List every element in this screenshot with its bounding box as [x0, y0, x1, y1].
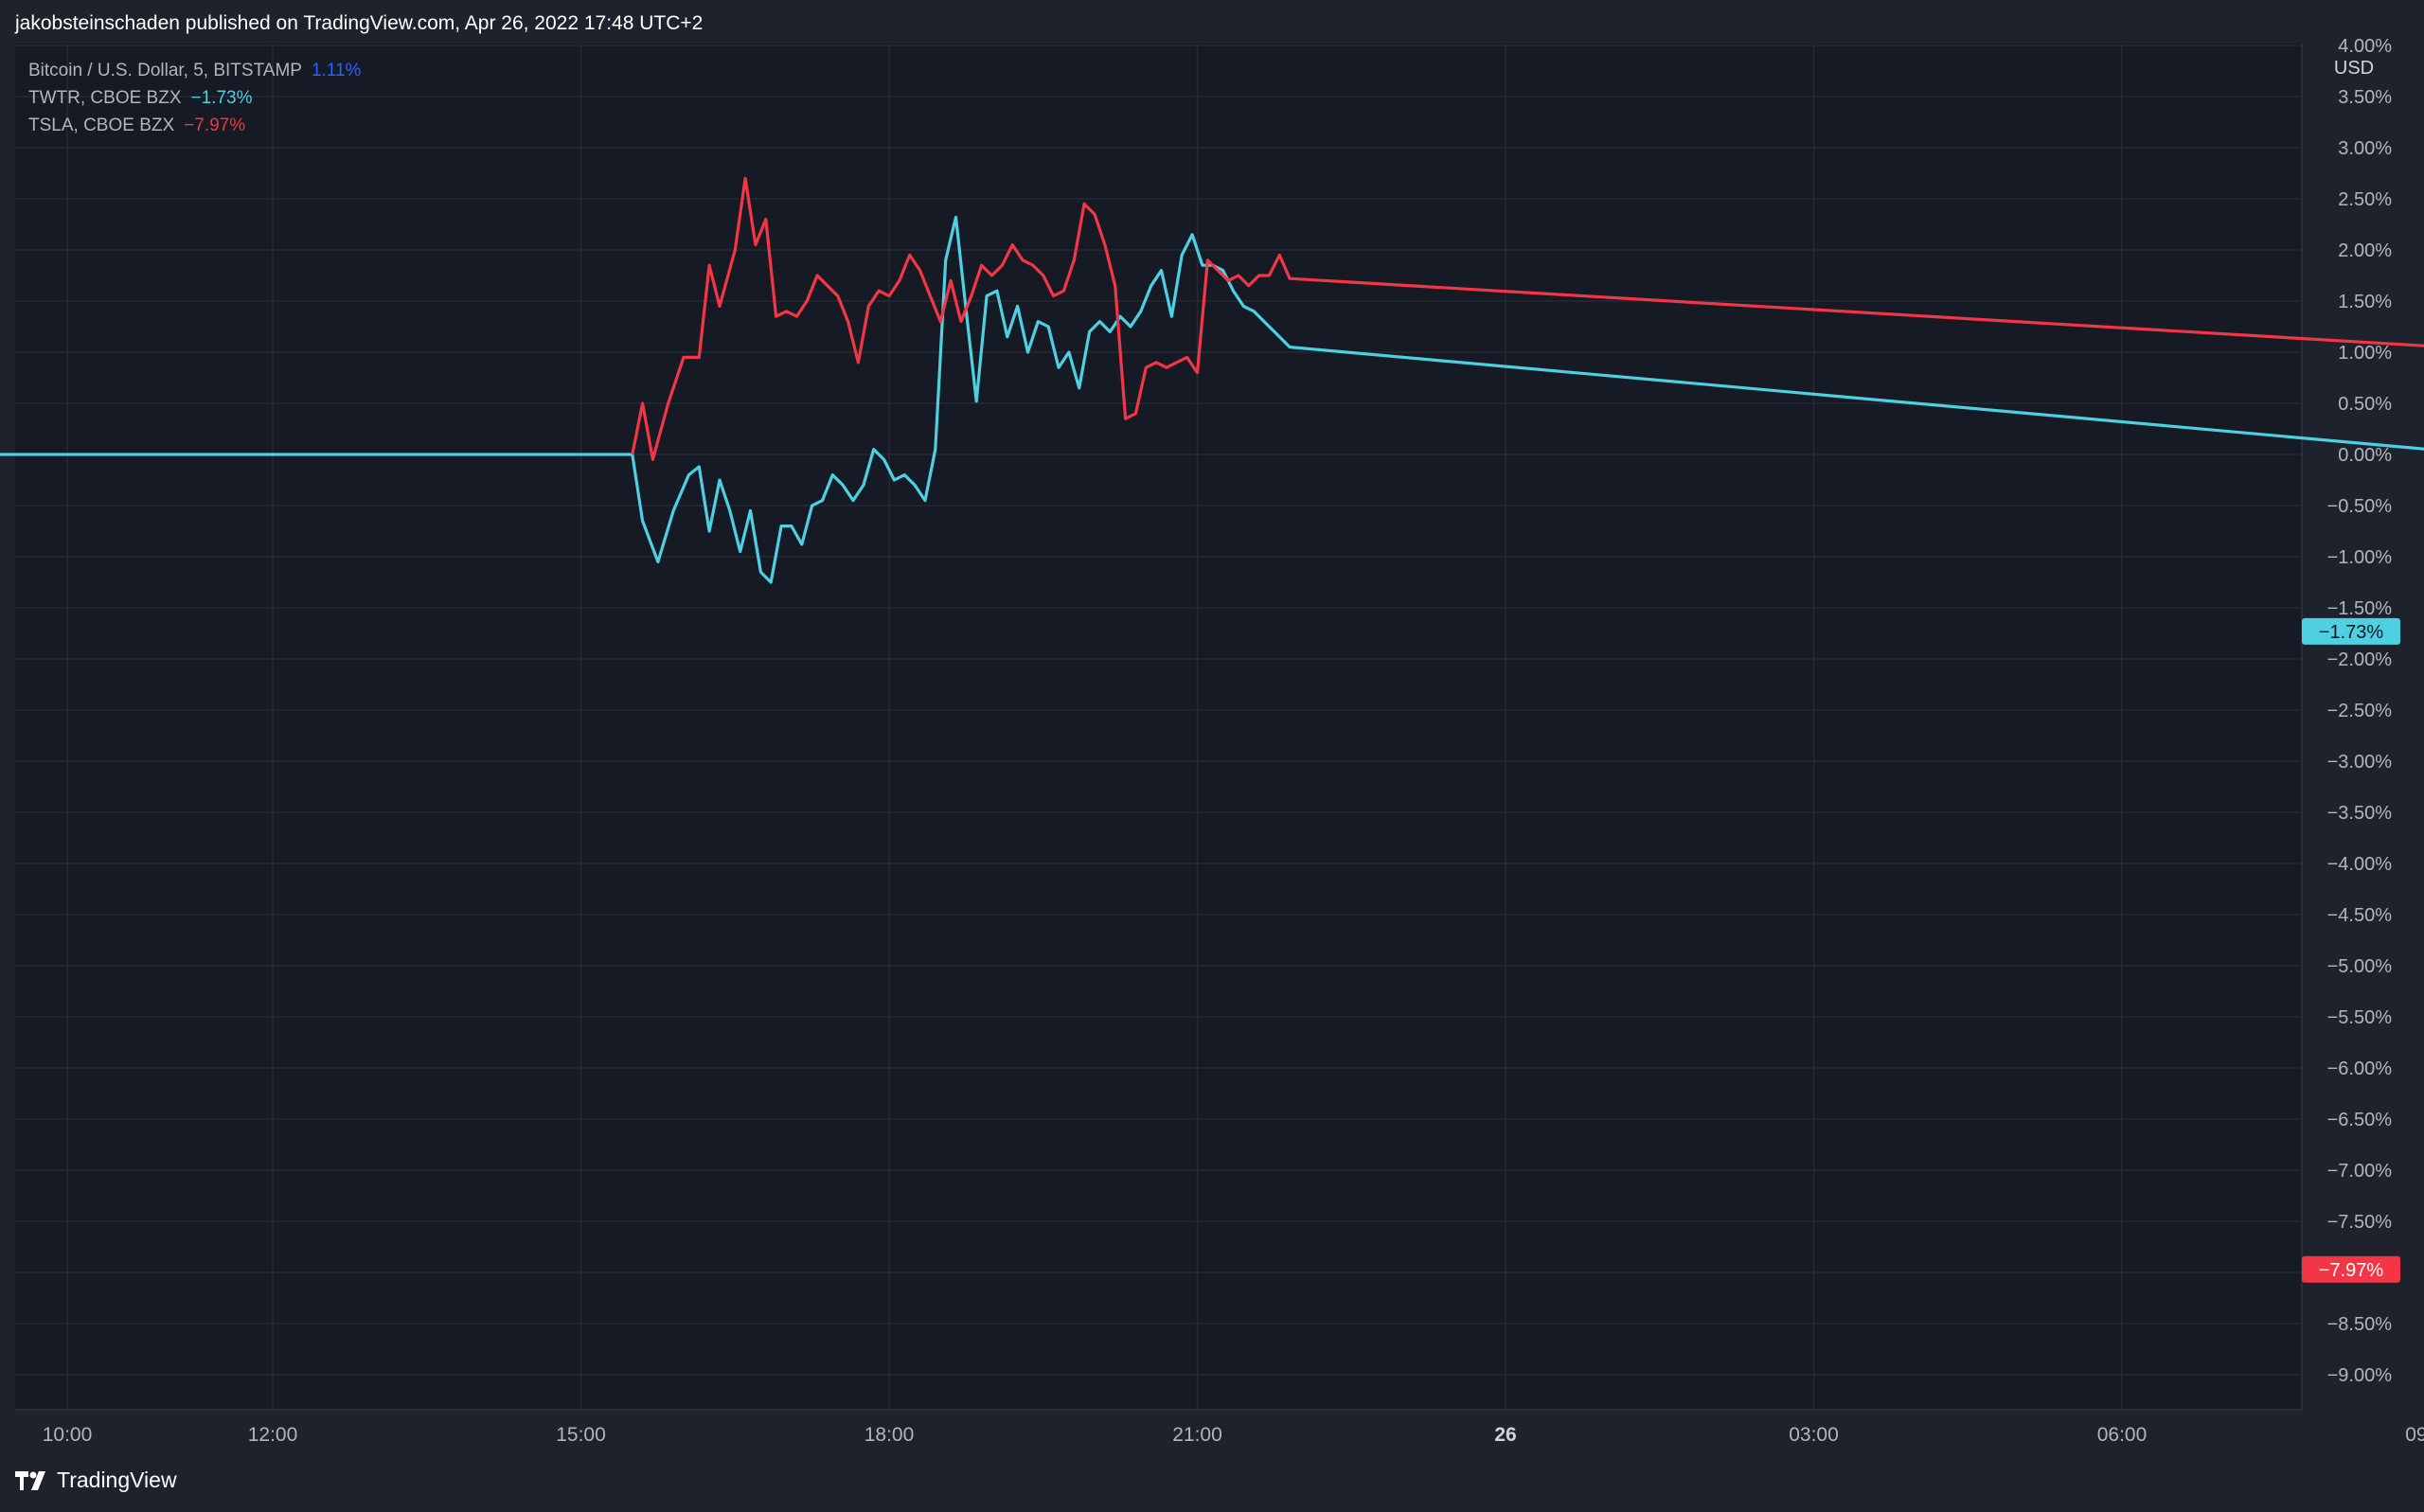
legend-name: TSLA, CBOE BZX — [28, 116, 175, 135]
series-line-twtr[interactable] — [0, 215, 2424, 664]
y-tick-label: 3.50% — [2338, 87, 2392, 108]
y-tick-label: −3.50% — [2327, 803, 2393, 824]
chart-area[interactable] — [15, 44, 2302, 1410]
x-tick-label: 15:00 — [556, 1424, 606, 1446]
header: jakobsteinschaden published on TradingVi… — [0, 0, 2424, 44]
y-tick-label: −3.00% — [2327, 752, 2393, 773]
legend: Bitcoin / U.S. Dollar, 5, BITSTAMP 1.11% … — [28, 57, 361, 139]
legend-value: −7.97% — [184, 116, 246, 135]
publish-info: jakobsteinschaden published on TradingVi… — [15, 12, 704, 34]
last-value-badges: −1.73% −7.97% — [2302, 617, 2400, 1283]
series-line-tsla[interactable] — [631, 176, 2424, 1303]
y-tick-label: −7.50% — [2327, 1212, 2393, 1233]
currency-label[interactable]: USD — [2334, 58, 2374, 79]
time-axis[interactable]: 10:00 12:00 15:00 18:00 21:00 26 03:00 06:00 09:… — [43, 1424, 2424, 1446]
y-tick-label: −6.00% — [2327, 1058, 2393, 1079]
x-tick-label: 18:00 — [864, 1424, 915, 1446]
price-axis[interactable]: 4.00% 3.50% 3.00% 2.50% 2.00% 1.50% 1.00% 0.50%… — [2327, 36, 2393, 1386]
y-tick-label: 0.00% — [2338, 445, 2392, 466]
x-tick-label: 26 — [1494, 1424, 1516, 1446]
y-tick-label: 1.00% — [2338, 343, 2392, 364]
y-tick-label: 3.00% — [2338, 138, 2392, 159]
last-value-badge — [2302, 617, 2400, 645]
legend-value: 1.11% — [311, 61, 362, 80]
footer: TradingView — [0, 1452, 2424, 1512]
legend-name: Bitcoin / U.S. Dollar, 5, BITSTAMP — [28, 61, 302, 80]
y-tick-label: −2.00% — [2327, 649, 2393, 670]
legend-row-btc[interactable]: Bitcoin / U.S. Dollar, 5, BITSTAMP 1.11% — [28, 57, 361, 84]
legend-value: −1.73% — [190, 88, 253, 108]
y-tick-label: −8.50% — [2327, 1314, 2393, 1335]
y-tick-label: 0.50% — [2338, 394, 2392, 415]
x-tick-label: 09:00 — [2405, 1424, 2424, 1446]
tradingview-brand[interactable]: TradingView — [15, 1468, 177, 1493]
y-tick-label: −5.50% — [2327, 1007, 2393, 1028]
y-tick-label: 1.50% — [2338, 292, 2392, 312]
x-tick-label: 06:00 — [2097, 1424, 2148, 1446]
x-tick-label: 03:00 — [1789, 1424, 1839, 1446]
last-value-badge — [2302, 1255, 2400, 1283]
y-tick-label: −9.00% — [2327, 1365, 2393, 1386]
x-tick-label: 12:00 — [248, 1424, 298, 1446]
y-tick-label: −0.50% — [2327, 496, 2393, 517]
tradingview-logo-icon — [15, 1470, 45, 1490]
last-value-label: −7.97% — [2319, 1260, 2384, 1281]
y-tick-label: −1.50% — [2327, 598, 2393, 619]
series-layer — [0, 176, 2424, 1303]
last-value-label: −1.73% — [2319, 622, 2384, 643]
y-tick-label: −7.00% — [2327, 1161, 2393, 1182]
legend-name: TWTR, CBOE BZX — [28, 88, 182, 108]
y-tick-label: −2.50% — [2327, 701, 2393, 721]
y-tick-label: −4.00% — [2327, 854, 2393, 875]
x-tick-label: 10:00 — [43, 1424, 93, 1446]
x-tick-label: 21:00 — [1172, 1424, 1222, 1446]
grid — [15, 44, 2303, 1411]
legend-row-twtr[interactable]: TWTR, CBOE BZX −1.73% — [28, 84, 361, 112]
y-tick-label: 4.00% — [2338, 36, 2392, 57]
y-tick-label: 2.00% — [2338, 240, 2392, 261]
y-tick-label: −1.00% — [2327, 547, 2393, 568]
y-tick-label: −6.50% — [2327, 1110, 2393, 1130]
brand-name: TradingView — [57, 1468, 177, 1492]
y-tick-label: −4.50% — [2327, 905, 2393, 926]
legend-row-tsla[interactable]: TSLA, CBOE BZX −7.97% — [28, 112, 361, 139]
y-tick-label: 2.50% — [2338, 189, 2392, 210]
chart-svg[interactable]: 4.00% 3.50% 3.00% 2.50% 2.00% 1.50% 1.00% 0.50%… — [0, 0, 2424, 1452]
y-tick-label: −5.00% — [2327, 956, 2393, 977]
